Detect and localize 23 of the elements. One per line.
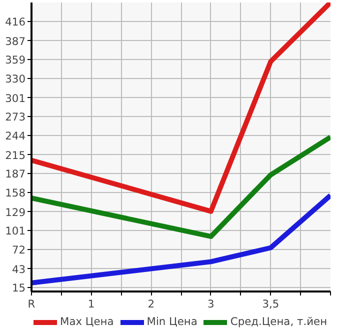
y-tick-label: 158 — [5, 186, 26, 200]
y-tick-label: 15 — [12, 282, 26, 295]
y-tick-label: 244 — [5, 130, 26, 143]
legend-label: Min Цена — [146, 315, 198, 328]
x-tick-label: 2 — [148, 298, 154, 310]
x-tick-label: R — [28, 298, 36, 310]
y-tick-label: 416 — [5, 16, 26, 29]
legend-label: Max Цена — [60, 315, 114, 328]
y-tick-label: 387 — [5, 34, 26, 48]
legend-label: Сред.Цена, т.йен — [230, 315, 328, 328]
y-tick-label: 101 — [5, 224, 26, 238]
y-tick-label: 72 — [12, 244, 26, 257]
y-tick-label: 330 — [5, 72, 26, 86]
x-tick-label: 3 — [208, 298, 214, 310]
y-tick-label: 187 — [5, 168, 26, 181]
y-tick-label: 43 — [12, 262, 26, 276]
x-tick-label: 3,5 — [262, 298, 280, 310]
y-tick-label: 359 — [5, 54, 26, 67]
y-tick-label: 215 — [5, 148, 26, 162]
x-tick-label: 1 — [88, 298, 95, 310]
y-tick-label: 129 — [5, 206, 26, 219]
y-tick-label: 273 — [5, 110, 26, 124]
y-tick-label: 301 — [5, 92, 26, 105]
